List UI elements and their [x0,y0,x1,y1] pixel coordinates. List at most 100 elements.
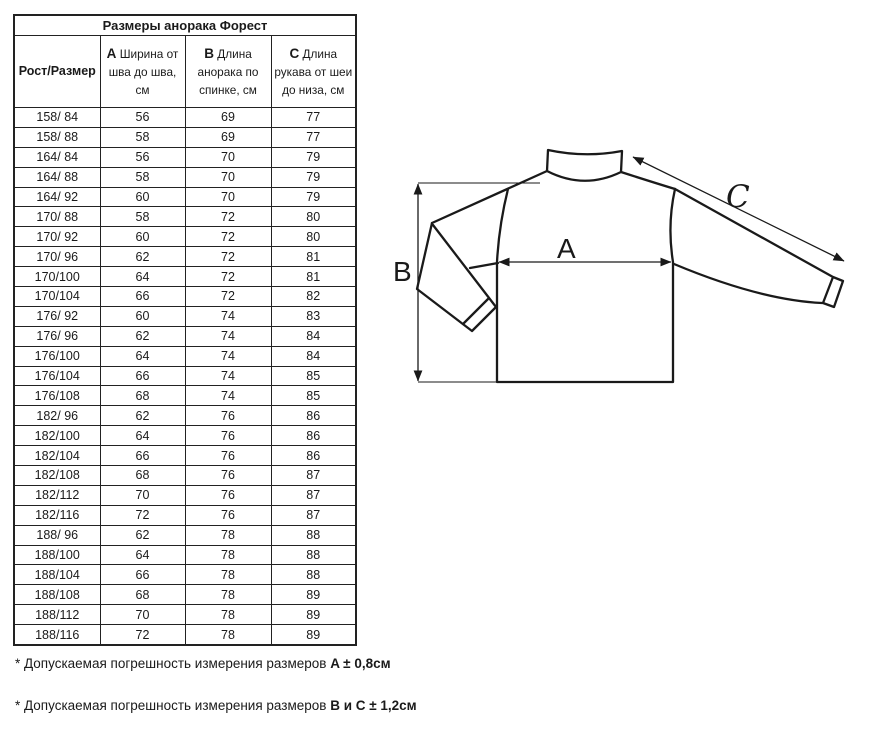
table-cell: 188/100 [13,544,101,566]
table-cell: 62 [99,524,186,546]
table-cell: 70 [99,484,186,506]
table-cell: 72 [184,286,272,307]
table-row: 182/108 68 76 87 [13,465,357,486]
table-cell: 68 [99,584,186,606]
table-body: 158/ 84 56 69 77 158/ 88 58 69 77 164/ 84 56 70 79 1… [13,107,357,646]
table-cell: 182/ 96 [13,405,101,427]
table-cell: 69 [184,126,272,148]
table-cell: 89 [270,624,357,646]
table-cell: 74 [184,365,272,387]
table-cell: 62 [99,405,186,427]
footnote-a-text: * Допускаемая погрешность измерения разм… [15,656,331,671]
table-cell: 74 [184,385,272,407]
collar-outline [545,148,624,182]
table-cell: 56 [99,107,186,128]
table-cell: 72 [184,226,272,248]
footnote-bc-value: B и C ± 1,2см [330,698,417,713]
table-cell: 70 [184,146,272,168]
table-cell: 60 [99,186,186,208]
table-cell: 64 [99,425,186,447]
table-cell: 64 [99,544,186,566]
table-cell: 70 [184,166,272,188]
table-row: 182/116 72 76 87 [13,504,357,526]
column-letter-a: A [106,45,117,61]
table-cell: 76 [184,425,272,447]
table-cell: 69 [184,107,272,128]
table-row: 188/112 70 78 89 [13,604,357,626]
table-cell: 60 [99,226,186,248]
table-cell: 89 [270,604,357,626]
shoulder-seams [430,169,677,225]
table-cell: 72 [184,206,272,228]
table-cell: 66 [99,445,186,467]
table-cell: 68 [99,385,186,407]
table-row: 188/104 66 78 88 [13,564,357,586]
table-row: 164/ 88 58 70 79 [13,166,357,188]
table-cell: 70 [99,604,186,626]
table-cell: 64 [99,345,186,367]
table-cell: 81 [270,246,357,268]
table-title: Размеры анорака Форест [13,14,357,36]
table-cell: 87 [270,484,357,506]
table-cell: 76 [184,445,272,467]
table-cell: 176/100 [13,345,101,367]
column-letter-b: B [204,45,214,61]
table-cell: 176/ 96 [13,325,101,347]
table-cell: 170/104 [13,286,101,307]
table-row: 164/ 92 60 70 79 [13,186,357,208]
table-cell: 87 [270,465,357,486]
table-cell: 74 [184,345,272,367]
column-header-c: C Длина рукава от шеи до низа, см [270,35,357,108]
table-row: 170/ 88 58 72 80 [13,206,357,228]
table-row: 170/ 92 60 72 80 [13,226,357,248]
table-cell: 85 [270,365,357,387]
table-cell: 182/104 [13,445,101,467]
table-cell: 78 [184,564,272,586]
table-cell: 76 [184,465,272,486]
table-cell: 188/ 96 [13,524,101,546]
table-row: 188/ 96 62 78 88 [13,524,357,546]
table-cell: 66 [99,365,186,387]
table-cell: 60 [99,305,186,327]
table-cell: 58 [99,206,186,228]
table-cell: 88 [270,524,357,546]
table-cell: 86 [270,425,357,447]
table-row: 158/ 88 58 69 77 [13,126,357,148]
table-cell: 182/112 [13,484,101,506]
table-row: 170/ 96 62 72 81 [13,246,357,268]
table-cell: 62 [99,246,186,268]
table-cell: 83 [270,305,357,327]
length-label: B [393,256,412,287]
table-row: 176/ 96 62 74 84 [13,325,357,347]
table-cell: 188/108 [13,584,101,606]
table-cell: 72 [99,624,186,646]
table-cell: 188/112 [13,604,101,626]
table-cell: 86 [270,405,357,427]
table-row: 176/100 64 74 84 [13,345,357,367]
table-cell: 176/108 [13,385,101,407]
table-cell: 76 [184,405,272,427]
table-cell: 77 [270,126,357,148]
table-row: 176/108 68 74 85 [13,385,357,407]
table-cell: 89 [270,584,357,606]
table-cell: 170/100 [13,266,101,288]
table-cell: 164/ 88 [13,166,101,188]
table-cell: 188/116 [13,624,101,646]
table-cell: 87 [270,504,357,526]
table-cell: 86 [270,445,357,467]
table-cell: 56 [99,146,186,168]
table-row: 170/104 66 72 82 [13,286,357,307]
table-row: 182/100 64 76 86 [13,425,357,447]
table-row: 176/ 92 60 74 83 [13,305,357,327]
table-cell: 66 [99,286,186,307]
table-cell: 182/116 [13,504,101,526]
table-cell: 176/104 [13,365,101,387]
table-cell: 84 [270,325,357,347]
footnote-bc-text: * Допускаемая погрешность измерения разм… [15,698,331,713]
table-cell: 182/108 [13,465,101,486]
width-label: A [557,233,576,264]
table-cell: 170/ 92 [13,226,101,248]
column-header-size: Рост/Размер [13,35,101,108]
table-cell: 78 [184,584,272,606]
table-cell: 79 [270,186,357,208]
